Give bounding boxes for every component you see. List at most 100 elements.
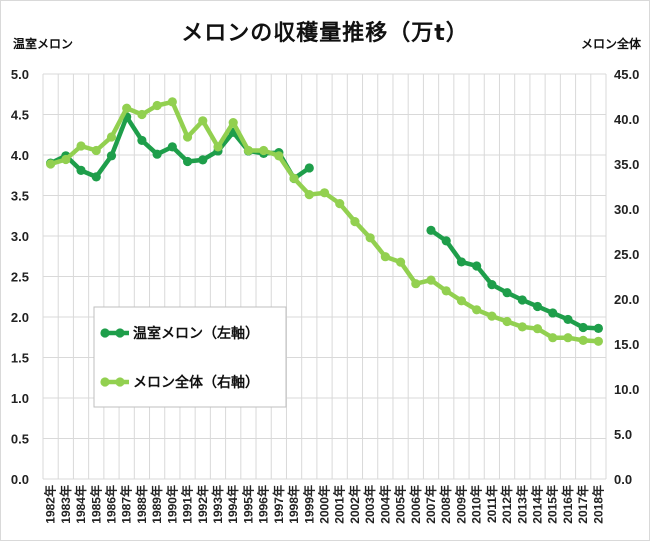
x-tick-label: 1982年 (43, 485, 58, 524)
left-tick-label: 0.5 (11, 432, 29, 447)
right-tick-label: 30.0 (614, 202, 639, 217)
legend-item-1: 温室メロン（左軸） (100, 325, 259, 342)
data-point (167, 142, 177, 152)
data-point (106, 132, 117, 142)
x-axis-ticks: 1982年 1983年 1984年 1985年 1986年 1987年 1988年 1989年… (43, 485, 606, 524)
data-point (517, 295, 527, 305)
x-tick-label: 2010年 (469, 485, 484, 524)
x-tick-label: 1985年 (88, 485, 103, 524)
data-point (76, 141, 86, 151)
x-tick-label: 1984年 (73, 485, 88, 524)
x-tick-label: 1987年 (119, 485, 134, 524)
data-point (593, 323, 603, 333)
x-tick-label: 2017年 (575, 485, 590, 524)
gridlines (42, 73, 607, 480)
data-point (350, 217, 360, 227)
data-point (289, 173, 299, 183)
data-point (502, 316, 512, 327)
data-point (335, 199, 345, 209)
data-point (380, 252, 390, 262)
x-tick-label: 1995年 (240, 485, 255, 524)
x-tick-label: 1999年 (301, 485, 316, 524)
x-tick-label: 1989年 (149, 485, 164, 524)
data-point (517, 322, 527, 332)
series-layer (46, 97, 603, 346)
data-point (228, 118, 238, 128)
data-point (426, 225, 436, 235)
left-tick-label: 3.0 (11, 229, 29, 244)
data-point (91, 145, 101, 156)
data-point (441, 286, 451, 296)
right-tick-label: 0.0 (614, 472, 632, 487)
data-point (304, 190, 314, 200)
legend-swatch-marker (100, 377, 110, 387)
x-tick-label: 2003年 (362, 485, 377, 524)
data-point (411, 279, 421, 289)
x-tick-label: 2002年 (347, 485, 362, 524)
data-point (319, 188, 330, 198)
x-tick-label: 2011年 (484, 485, 499, 523)
left-axis-title: 温室メロン (13, 37, 74, 51)
x-tick-label: 2008年 (438, 485, 453, 524)
data-point (122, 103, 132, 113)
series-1 (46, 112, 603, 333)
x-tick-label: 2005年 (393, 485, 408, 524)
data-point (274, 151, 284, 161)
x-tick-label: 2015年 (545, 485, 560, 524)
data-point (91, 172, 101, 182)
left-tick-label: 5.0 (11, 67, 29, 82)
x-tick-label: 2016年 (560, 485, 575, 524)
left-tick-label: 0.0 (11, 472, 29, 487)
x-tick-label: 1997年 (271, 485, 286, 524)
data-point (578, 335, 588, 345)
x-tick-label: 1988年 (134, 485, 149, 524)
legend-label: 温室メロン（左軸） (133, 325, 259, 342)
x-tick-label: 2012年 (499, 485, 514, 524)
data-point (259, 145, 269, 156)
data-point (456, 257, 467, 267)
left-tick-label: 4.0 (11, 148, 29, 163)
right-tick-label: 5.0 (614, 427, 632, 442)
left-tick-label: 1.5 (11, 351, 29, 366)
legend: 温室メロン（左軸） メロン全体（右軸） (93, 306, 287, 408)
data-point (167, 97, 177, 107)
data-point (532, 301, 543, 312)
x-tick-label: 1992年 (195, 485, 210, 524)
x-tick-label: 2006年 (408, 485, 423, 524)
data-point (106, 151, 117, 161)
x-tick-label: 2004年 (377, 485, 392, 524)
data-point (487, 280, 497, 290)
data-point (213, 142, 223, 152)
left-tick-label: 3.5 (11, 189, 29, 204)
right-tick-label: 35.0 (614, 157, 639, 172)
data-point (304, 163, 314, 173)
right-tick-label: 45.0 (614, 67, 639, 82)
series-line (49, 99, 599, 344)
x-tick-label: 1993年 (210, 485, 225, 524)
x-tick-label: 2013年 (514, 485, 529, 524)
legend-item-2: メロン全体（右軸） (100, 374, 259, 391)
left-tick-label: 1.0 (11, 391, 29, 406)
x-tick-label: 1986年 (103, 485, 118, 524)
x-tick-label: 1983年 (58, 485, 73, 524)
legend-label: メロン全体（右軸） (133, 374, 259, 391)
x-tick-label: 2014年 (530, 485, 545, 524)
left-tick-label: 2.5 (11, 270, 29, 285)
x-tick-label: 1998年 (286, 485, 301, 524)
data-point (61, 154, 71, 165)
series-2 (46, 97, 603, 346)
data-point (137, 109, 147, 120)
legend-box (93, 306, 287, 408)
x-tick-label: 1991年 (180, 485, 195, 524)
data-point (198, 116, 208, 126)
chart-title: メロンの収穫量推移（万t） (181, 21, 469, 46)
data-point (441, 236, 451, 246)
data-point (243, 145, 254, 156)
right-tick-label: 20.0 (614, 292, 639, 307)
right-tick-label: 15.0 (614, 337, 639, 352)
data-point (152, 149, 162, 159)
left-tick-label: 2.0 (11, 310, 29, 325)
data-point (578, 322, 588, 333)
